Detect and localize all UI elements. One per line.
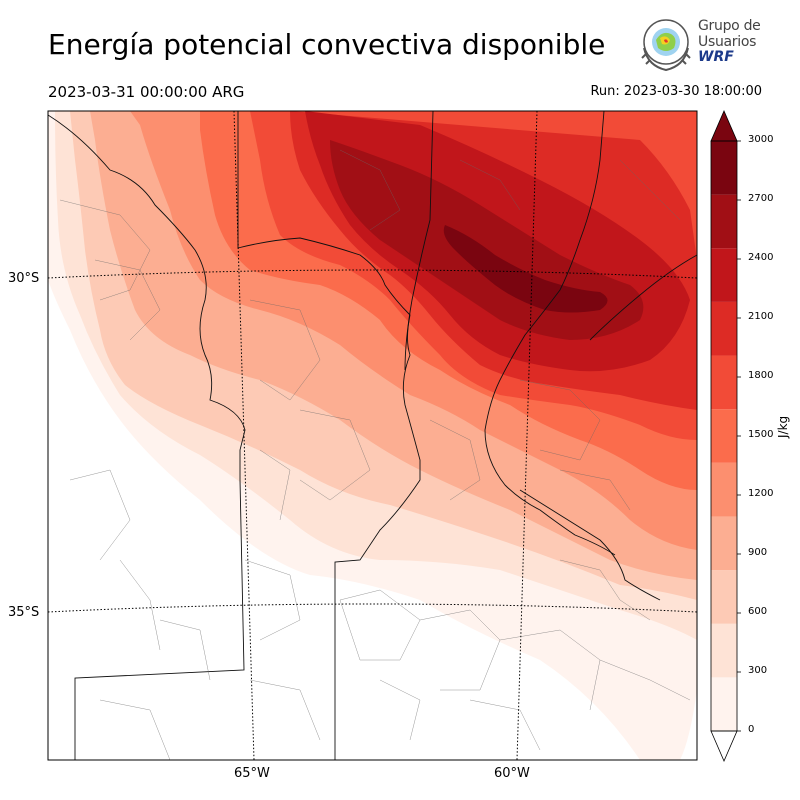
colorbar-band [711, 141, 737, 195]
wrf-globe-icon [641, 19, 691, 72]
colorbar-tick-label: 1800 [748, 370, 774, 381]
colorbar-band [711, 623, 737, 678]
colorbar-band [711, 462, 737, 517]
wrf-logo: Grupo de Usuarios WRF [638, 14, 761, 76]
colorbar-tick-label: 600 [748, 606, 768, 617]
colorbar-tick-label: 1500 [748, 429, 774, 440]
cape-contour-10 [443, 225, 608, 313]
colorbar-band [711, 677, 737, 731]
colorbar-band [711, 516, 737, 571]
colorbar-band [711, 194, 737, 249]
logo-line-3: WRF [698, 49, 734, 65]
graticule [48, 111, 697, 760]
colorbar-band [711, 248, 737, 302]
province-borders [48, 111, 697, 760]
lon-label-60w: 60°W [494, 766, 530, 781]
colorbar-band [711, 409, 737, 463]
lat-label-30s: 30°S [8, 271, 40, 286]
valid-time: 2023-03-31 00:00:00 ARG [48, 83, 245, 101]
colorbar-band [711, 355, 737, 410]
colorbar-tick-label: 900 [748, 547, 768, 558]
department-borders [59, 149, 691, 760]
colorbar-extend-min [710, 730, 738, 763]
colorbar-tick-label: 2100 [748, 311, 774, 322]
map-frame [47, 110, 698, 761]
colorbar-tick-label: 0 [748, 724, 755, 735]
colorbar-extend-max [710, 109, 738, 142]
colorbar [710, 109, 741, 763]
colorbar-unit: J/kg [776, 415, 790, 438]
colorbar-band [711, 301, 737, 356]
colorbar-tick-label: 2700 [748, 193, 774, 204]
colorbar-tick-label: 300 [748, 665, 768, 676]
chart-title: Energía potencial convectiva disponible [48, 28, 606, 61]
colorbar-band [711, 570, 737, 624]
colorbar-tick-label: 3000 [748, 134, 774, 145]
logo-line-1: Grupo de [698, 18, 761, 34]
colorbar-tick-label: 2400 [748, 252, 774, 263]
run-time: Run: 2023-03-30 18:00:00 [590, 84, 762, 99]
logo-line-2: Usuarios [698, 34, 757, 50]
cape-field [48, 111, 697, 760]
lon-label-65w: 65°W [234, 766, 270, 781]
colorbar-tick-label: 1200 [748, 488, 774, 499]
lat-label-35s: 35°S [8, 605, 40, 620]
